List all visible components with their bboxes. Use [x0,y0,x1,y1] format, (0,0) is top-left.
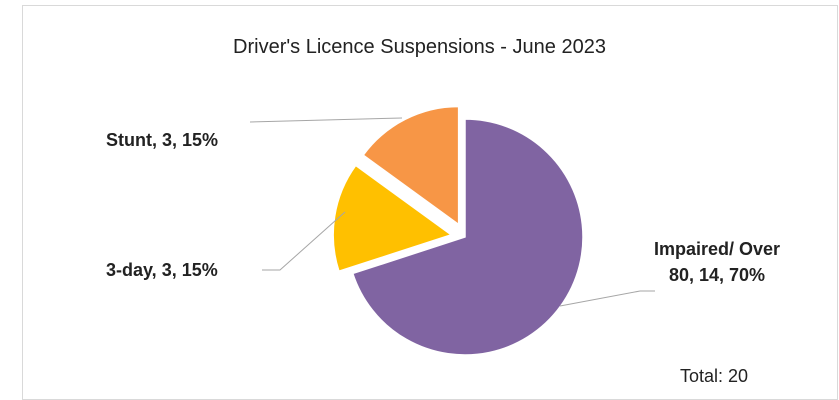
pie-slice [332,164,453,273]
pie-slice [362,105,460,226]
leader-line [249,117,403,123]
data-label: Impaired/ Over 80, 14, 70% [653,239,781,285]
data-label: Stunt, 3, 15% [106,130,219,150]
data-label: 3-day, 3, 15% [106,260,218,280]
leader-line [262,211,346,271]
chart-title: Driver's Licence Suspensions - June 2023 [233,36,606,58]
leader-line [559,290,655,307]
total-note: Total: 20 [680,366,749,386]
